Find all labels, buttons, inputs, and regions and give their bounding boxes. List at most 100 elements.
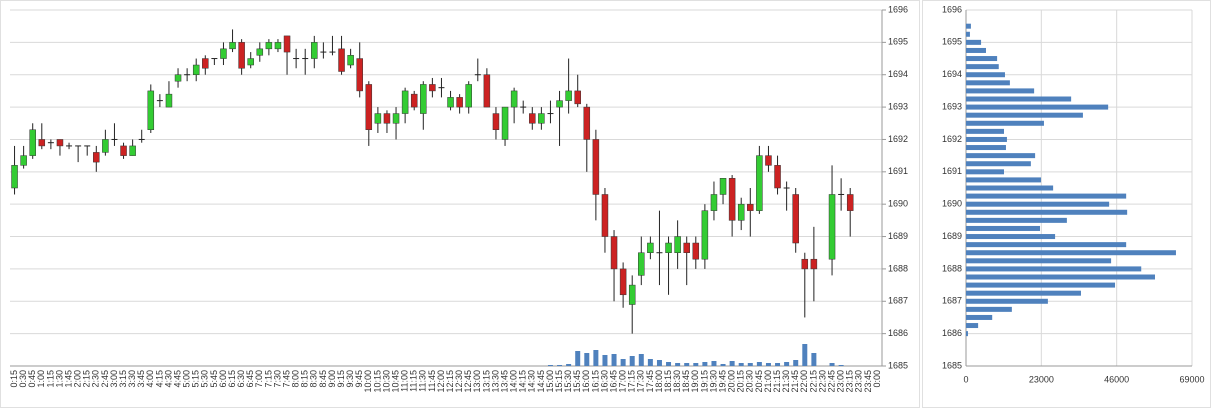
bar <box>966 120 1044 126</box>
x-tick-label: 10:15 <box>372 370 382 393</box>
bar <box>966 112 1083 118</box>
y-tick-label: 1692 <box>942 134 962 144</box>
x-tick-label: 17:15 <box>627 370 637 393</box>
bar <box>966 185 1054 191</box>
y-tick-label: 1687 <box>888 296 908 306</box>
bar <box>966 47 986 53</box>
candle-body <box>11 165 18 189</box>
volume-bar <box>602 355 608 366</box>
x-tick-label: 22:00 <box>799 370 809 393</box>
x-tick-label: 17:45 <box>645 370 655 393</box>
candle-body <box>583 106 591 140</box>
x-tick-label: 7:45 <box>281 370 291 388</box>
y-tick-label: 1689 <box>888 231 908 241</box>
candle-body <box>238 42 245 69</box>
volume-bar <box>838 365 844 366</box>
candle-body <box>102 139 109 153</box>
bar <box>966 128 1004 134</box>
candle-body <box>465 84 472 108</box>
x-tick-label: 2:15 <box>82 370 92 388</box>
volume-bar <box>738 363 744 366</box>
volume-bar <box>611 354 617 366</box>
y-tick-label: 1687 <box>942 296 962 306</box>
x-tick-label: 6:00 <box>218 370 228 388</box>
volume-bar <box>811 353 817 366</box>
volume-bar <box>775 363 781 366</box>
candle-body <box>120 145 127 156</box>
x-tick-label: 3:30 <box>127 370 137 388</box>
x-tick-label: 17:00 <box>618 370 628 393</box>
y-tick-label: 1686 <box>942 328 962 338</box>
x-tick-label: 6:15 <box>227 370 237 388</box>
x-tick-label: 10:00 <box>363 370 373 393</box>
candle-body <box>801 258 809 270</box>
y-tick-label: 1695 <box>888 37 908 47</box>
x-tick-label: 13:15 <box>481 370 491 393</box>
x-tick-label: 0:30 <box>18 370 28 388</box>
x-tick-label: 15:45 <box>572 370 582 393</box>
x-tick-label: 15:00 <box>545 370 555 393</box>
x-tick-label: 15:15 <box>554 370 564 393</box>
x-tick-label: 20:00 <box>727 370 737 393</box>
candle-body <box>501 106 509 140</box>
x-tick-label: 11:00 <box>400 370 410 392</box>
x-tick-label: 5:15 <box>191 370 201 388</box>
candle-body <box>710 194 718 211</box>
bar <box>966 177 1042 183</box>
candle-body <box>601 194 609 237</box>
candle-body <box>737 203 745 221</box>
candle-body <box>174 74 182 82</box>
bar <box>966 323 979 329</box>
bar <box>966 209 1128 215</box>
volume-bar <box>829 363 835 366</box>
bar <box>966 282 1116 288</box>
candle-body <box>538 113 545 124</box>
candle-body <box>810 258 818 270</box>
x-tick-label: 18:15 <box>663 370 673 393</box>
candle-body <box>701 210 709 260</box>
volume-bar <box>702 362 708 366</box>
candle-body <box>147 90 155 130</box>
x-tick-label: 3:15 <box>118 370 128 388</box>
candle-body <box>647 242 654 253</box>
volume-bar <box>666 362 672 366</box>
candle-body <box>774 165 781 189</box>
candle-body <box>192 64 200 75</box>
y-tick-label: 1694 <box>888 69 908 79</box>
bar <box>966 161 1031 167</box>
candle-body <box>846 194 854 211</box>
volume-bar <box>747 363 753 366</box>
candle-body <box>311 42 318 59</box>
x-tick-label: 13:00 <box>472 370 482 393</box>
candle-body <box>692 242 700 260</box>
x-tick-label: 14:00 <box>509 370 519 393</box>
volume-bar <box>784 362 790 366</box>
x-tick-label: 4:00 <box>145 370 155 388</box>
bar <box>966 88 1035 94</box>
bar <box>966 234 1056 240</box>
x-tick-label: 18:45 <box>681 370 691 393</box>
x-tick-label: 0:15 <box>9 370 19 388</box>
x-tick-label: 23:00 <box>836 370 846 393</box>
x-tick-label: 1:00 <box>36 370 46 388</box>
bar <box>966 39 982 45</box>
volume-bar <box>756 362 762 366</box>
x-tick-label: 8:30 <box>309 370 319 388</box>
candle-body <box>638 252 645 276</box>
volume-bar <box>720 364 726 366</box>
x-tick-label: 4:45 <box>172 370 182 388</box>
x-tick-label: 4:15 <box>154 370 164 388</box>
x-tick-label: 9:45 <box>354 370 364 388</box>
candle-body <box>674 236 681 253</box>
candle-body <box>256 48 264 56</box>
candle-body <box>828 194 836 260</box>
bar <box>966 23 971 29</box>
volume-bar <box>656 360 662 366</box>
x-tick-label: 18:30 <box>672 370 682 393</box>
candle-body <box>492 113 500 130</box>
volume-bar <box>593 350 599 366</box>
x-tick-label: 21:45 <box>790 370 800 393</box>
candle-body <box>565 90 572 101</box>
